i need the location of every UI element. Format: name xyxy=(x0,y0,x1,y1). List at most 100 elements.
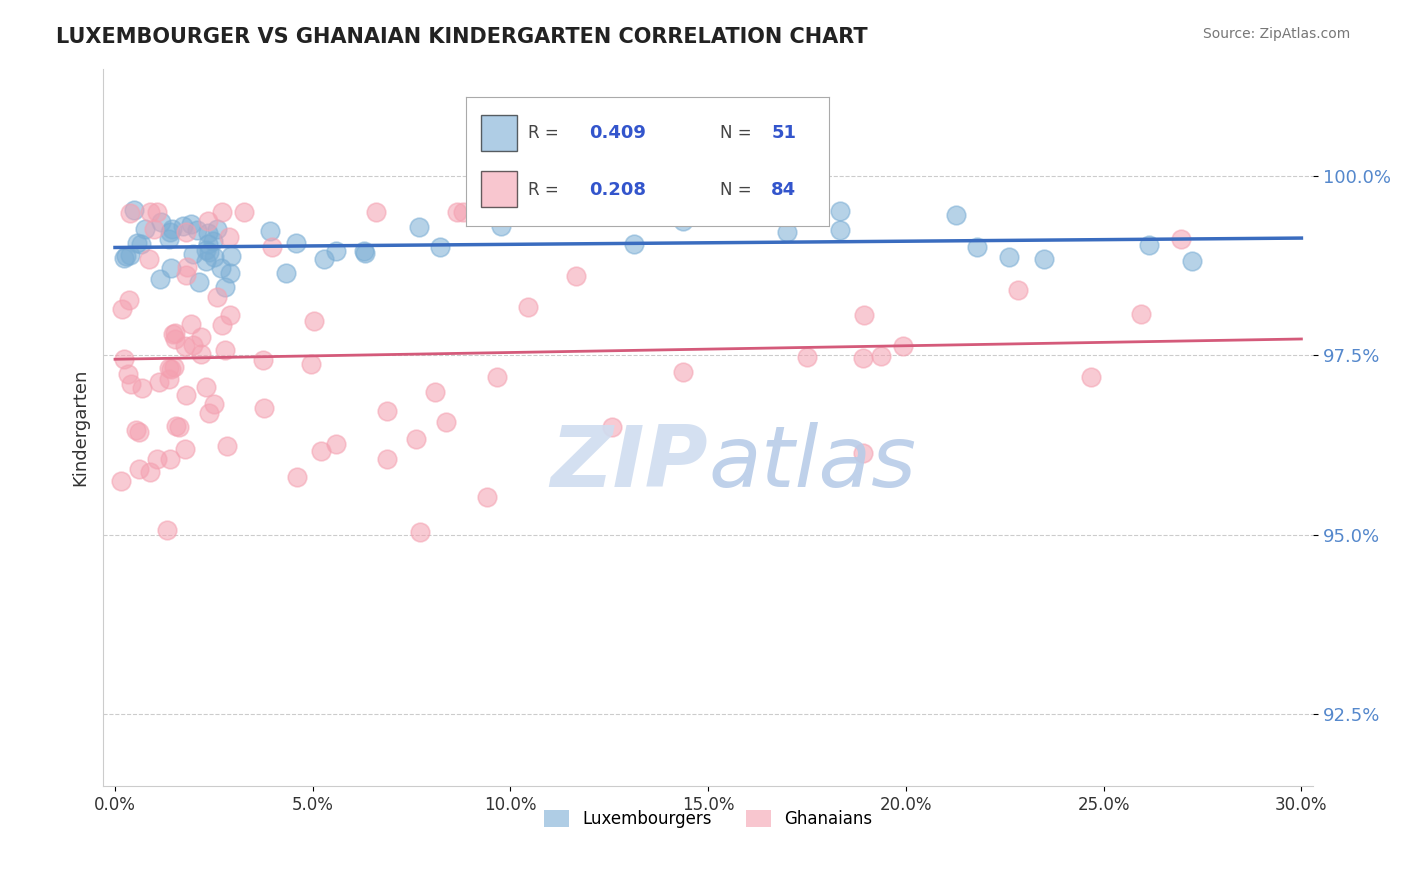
Point xyxy=(1130,307,1153,321)
Point xyxy=(202,250,225,264)
Y-axis label: Kindergarten: Kindergarten xyxy=(72,368,89,486)
Point xyxy=(429,240,451,254)
Point xyxy=(176,268,198,282)
Point xyxy=(129,236,152,251)
Point xyxy=(366,205,388,219)
Point xyxy=(176,260,198,275)
Point xyxy=(259,224,281,238)
Point xyxy=(375,451,398,466)
Point xyxy=(180,318,202,332)
Point xyxy=(1170,232,1192,246)
Point xyxy=(891,338,914,352)
Point xyxy=(852,308,875,322)
Point xyxy=(852,351,875,365)
Point xyxy=(165,419,187,434)
Point xyxy=(1181,253,1204,268)
Point xyxy=(110,301,132,316)
Point xyxy=(207,222,229,236)
Point xyxy=(146,452,169,467)
Point xyxy=(194,380,217,394)
Point xyxy=(1032,252,1054,266)
Point xyxy=(197,236,219,251)
Point xyxy=(183,338,205,352)
Point xyxy=(1007,283,1029,297)
Point xyxy=(353,244,375,258)
Point xyxy=(446,205,468,219)
Point xyxy=(167,420,190,434)
Point xyxy=(150,215,173,229)
Point xyxy=(138,252,160,267)
Point xyxy=(1080,369,1102,384)
Point xyxy=(671,365,693,379)
Point xyxy=(209,260,232,275)
Point xyxy=(128,462,150,476)
Point xyxy=(190,330,212,344)
Point xyxy=(197,406,219,420)
Point xyxy=(409,524,432,539)
Point xyxy=(436,415,458,429)
Point xyxy=(138,205,160,219)
Point xyxy=(165,332,187,346)
Point xyxy=(219,309,242,323)
Point xyxy=(253,401,276,415)
Point xyxy=(112,352,135,367)
Point xyxy=(285,235,308,250)
Point xyxy=(162,222,184,236)
Point xyxy=(159,452,181,467)
Point xyxy=(115,249,138,263)
Point xyxy=(174,442,197,456)
Point xyxy=(174,388,197,402)
Point xyxy=(190,346,212,360)
Point xyxy=(375,404,398,418)
Point xyxy=(197,226,219,240)
Point xyxy=(997,250,1019,264)
Point xyxy=(198,245,221,260)
Point xyxy=(157,232,180,246)
Point xyxy=(211,318,233,333)
Point xyxy=(128,425,150,439)
Point xyxy=(173,339,195,353)
Point xyxy=(477,490,499,504)
Point xyxy=(869,349,891,363)
Point xyxy=(174,225,197,239)
Point xyxy=(491,219,513,233)
Point xyxy=(118,206,141,220)
Point xyxy=(143,221,166,235)
Point xyxy=(202,234,225,248)
Point xyxy=(354,245,377,260)
Point xyxy=(195,254,218,268)
Text: LUXEMBOURGER VS GHANAIAN KINDERGARTEN CORRELATION CHART: LUXEMBOURGER VS GHANAIAN KINDERGARTEN CO… xyxy=(56,27,868,46)
Point xyxy=(215,439,238,453)
Point xyxy=(159,261,181,276)
Point xyxy=(139,465,162,479)
Point xyxy=(408,220,430,235)
Point xyxy=(131,381,153,395)
Point xyxy=(325,437,347,451)
Point xyxy=(110,474,132,488)
Point xyxy=(159,225,181,239)
Point xyxy=(162,327,184,342)
Point xyxy=(302,313,325,327)
Point xyxy=(252,352,274,367)
Text: Source: ZipAtlas.com: Source: ZipAtlas.com xyxy=(1202,27,1350,41)
Point xyxy=(966,240,988,254)
Point xyxy=(852,446,875,460)
Point xyxy=(233,205,256,219)
Point xyxy=(301,357,323,371)
Point xyxy=(194,243,217,257)
Point xyxy=(125,236,148,251)
Point xyxy=(187,275,209,289)
Point xyxy=(112,252,135,266)
Point xyxy=(1137,237,1160,252)
Point xyxy=(517,300,540,314)
Point xyxy=(274,266,297,280)
Text: atlas: atlas xyxy=(709,422,917,505)
Point xyxy=(945,208,967,222)
Point xyxy=(160,362,183,376)
Point xyxy=(180,217,202,231)
Point xyxy=(148,376,170,390)
Point xyxy=(163,360,186,375)
Point xyxy=(117,293,139,307)
Point xyxy=(149,271,172,285)
Text: ZIP: ZIP xyxy=(551,422,709,505)
